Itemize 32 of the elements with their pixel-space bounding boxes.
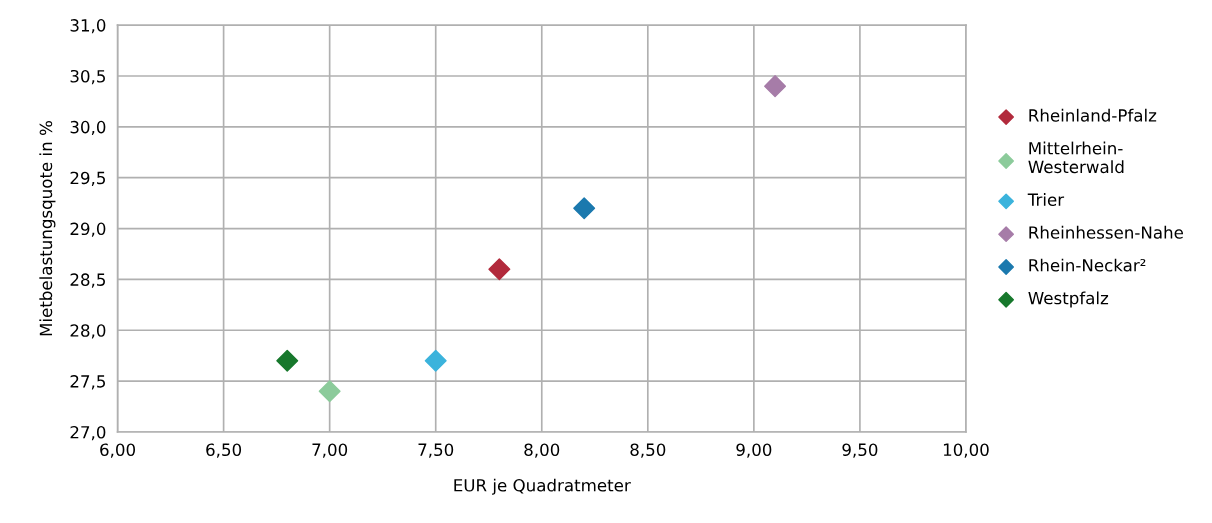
point xyxy=(488,258,511,281)
legend-label: Trier xyxy=(1027,193,1065,206)
y-tick-label: 27,0 xyxy=(70,425,106,441)
legend-label: Rheinhessen-Nahe xyxy=(1029,225,1183,239)
legend-label: Westpfalz xyxy=(1028,291,1109,308)
y-tick-label: 29,0 xyxy=(70,222,106,237)
x-tick-label: 8,50 xyxy=(630,443,666,458)
point xyxy=(424,349,447,372)
legend-label: Rheinland-Pfalz xyxy=(1029,108,1157,122)
y-tick-label: 27,5 xyxy=(70,375,105,390)
x-tick-label: 9,50 xyxy=(842,443,878,458)
point xyxy=(764,75,787,98)
x-tick-label: 10,00 xyxy=(943,443,989,458)
legend-label: Rhein-Neckar² xyxy=(1029,258,1146,272)
point xyxy=(276,349,299,372)
x-tick-label: 9,00 xyxy=(736,443,772,458)
point xyxy=(573,197,596,220)
x-tick-label: 7,50 xyxy=(418,443,454,458)
x-tick-label: 6,00 xyxy=(100,443,136,458)
x-tick-label: 6,50 xyxy=(206,443,242,458)
y-tick-label: 29,5 xyxy=(70,171,105,186)
y-tick-label: 30,0 xyxy=(70,120,106,136)
x-tick-label: 7,00 xyxy=(312,443,348,458)
x-axis-title: EUR je Quadratmeter xyxy=(454,478,631,495)
x-tick-label: 8,00 xyxy=(524,443,560,458)
y-tick-label: 31,0 xyxy=(70,19,106,34)
y-tick-label: 28,5 xyxy=(70,273,105,288)
y-tick-label: 28,0 xyxy=(70,324,106,339)
legend-label: Mittelrhein- Westerwald xyxy=(1028,141,1124,174)
y-tick-label: 30,5 xyxy=(70,69,105,85)
point xyxy=(318,380,341,403)
y-axis-title: Mietbelastungsquote in % xyxy=(39,121,56,336)
